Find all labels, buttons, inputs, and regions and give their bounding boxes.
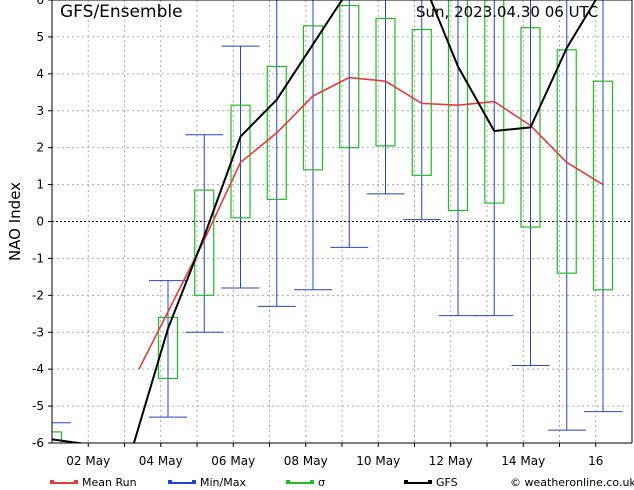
y-tick-label: 0: [36, 215, 44, 229]
legend-label-gfs: GFS: [436, 476, 458, 489]
y-tick-label: -1: [32, 251, 44, 265]
legend-item-sigma: σ: [286, 476, 325, 489]
x-tick-label: 10 May: [356, 454, 400, 468]
sigma-box: [157, 316, 179, 379]
sigma-box: [266, 65, 287, 200]
credit-text: © weatheronline.co.uk: [510, 476, 634, 489]
y-tick-label: -4: [32, 362, 44, 376]
x-tick-label: 06 May: [211, 454, 255, 468]
x-tick-label: 16: [588, 454, 603, 468]
y-tick-label: -6: [32, 436, 44, 450]
run-label: Sun, 2023.04.30 06 UTC: [416, 3, 598, 21]
y-axis-label: NAO Index: [6, 182, 24, 261]
plot-area: [52, 0, 622, 443]
legend-swatch-sigma: [286, 480, 314, 484]
nao-index-chart: -6 -5 -4 -3 -2 -1 0 1 2 3 4 5 6 02 May 04 May 06 May 08 …: [6, 0, 633, 468]
legend-swatch-mean-run: [50, 480, 78, 484]
x-tick-label: 14 May: [501, 454, 545, 468]
y-tick-label: 1: [36, 178, 44, 192]
x-tick-label: 08 May: [284, 454, 328, 468]
sigma-box: [339, 4, 360, 149]
sigma-box: [411, 28, 432, 176]
x-tick-label: 12 May: [429, 454, 473, 468]
sigma-box: [375, 17, 396, 147]
legend-item-min-max: Min/Max: [168, 476, 246, 489]
sigma-box: [302, 25, 324, 171]
legend-label-sigma: σ: [318, 476, 325, 489]
y-tick-label: 5: [36, 30, 44, 44]
legend-swatch-min-max: [168, 480, 196, 484]
y-tick-label: 6: [36, 0, 44, 7]
y-tick-label: 3: [36, 104, 44, 118]
gfs-line: [52, 0, 597, 443]
legend: Mean Run Min/Max σ GFS © weatheronline.c…: [0, 474, 634, 490]
sigma-box: [484, 0, 505, 204]
y-tick-label: 2: [36, 141, 44, 155]
sigma-box: [592, 80, 614, 291]
sigma-box: [447, 0, 469, 212]
y-tick-label: -2: [32, 288, 44, 302]
legend-swatch-gfs: [404, 480, 432, 484]
y-tick-label: -3: [32, 325, 44, 339]
y-tick-label: 4: [36, 67, 44, 81]
legend-label-mean-run: Mean Run: [82, 476, 137, 489]
sigma-box: [194, 189, 215, 296]
legend-item-gfs: GFS: [404, 476, 458, 489]
chart-title: GFS/Ensemble: [60, 2, 183, 22]
x-tick-label: 04 May: [139, 454, 183, 468]
legend-label-min-max: Min/Max: [200, 476, 246, 489]
x-tick-label: 02 May: [66, 454, 110, 468]
y-tick-label: -5: [32, 399, 44, 413]
legend-item-mean-run: Mean Run: [50, 476, 137, 489]
